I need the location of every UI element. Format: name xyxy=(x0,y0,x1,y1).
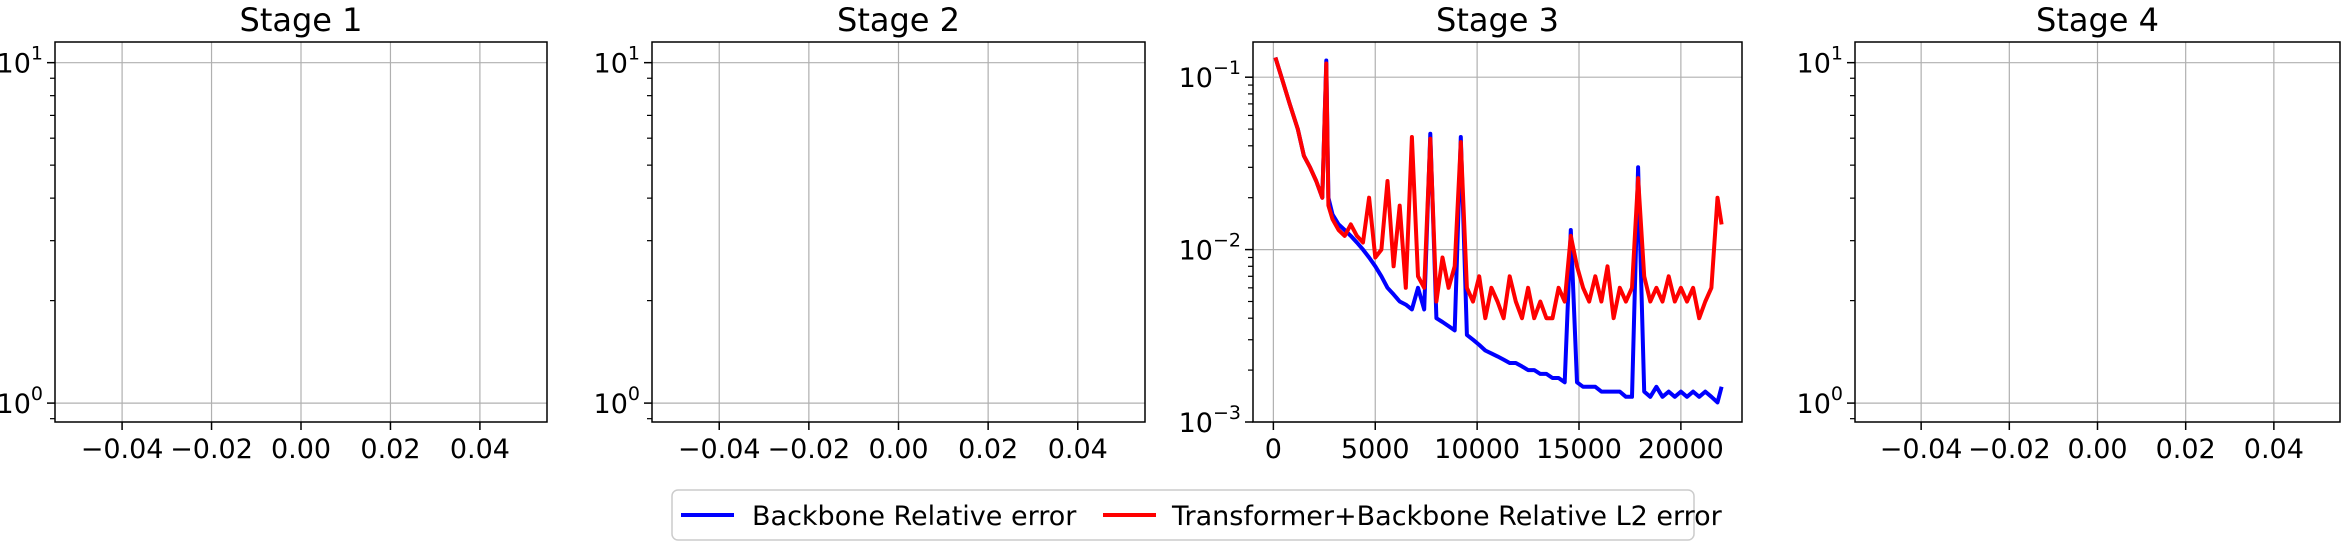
y-tick-label: 101 xyxy=(1797,43,1843,80)
legend-label-backbone: Backbone Relative error xyxy=(752,501,1077,532)
x-tick-label: 10000 xyxy=(1434,434,1520,465)
legend-frame xyxy=(671,489,1695,541)
y-tick-label: 101 xyxy=(594,43,640,80)
legend-label-transformer: Transformer+Backbone Relative L2 error xyxy=(1171,501,1723,532)
chart-title: Stage 1 xyxy=(240,1,363,39)
x-tick-label: 20000 xyxy=(1638,434,1724,465)
chart-title: Stage 2 xyxy=(837,1,960,39)
y-tick-label: 100 xyxy=(1797,383,1843,420)
series-line-transformer-backbone-relative-l2-error xyxy=(1273,56,1724,321)
x-tick-label: 0.04 xyxy=(1048,434,1108,465)
x-tick-label: 0.02 xyxy=(2156,434,2216,465)
y-tick-label: 10−3 xyxy=(1179,402,1241,439)
x-tick-label: 0.04 xyxy=(450,434,510,465)
x-tick-label: −0.02 xyxy=(1968,434,2051,465)
x-tick-label: 0.00 xyxy=(2067,434,2127,465)
x-tick-label: −0.04 xyxy=(1880,434,1963,465)
x-tick-label: 0.02 xyxy=(958,434,1018,465)
x-tick-label: 0.02 xyxy=(360,434,420,465)
panel-stage-4: −0.04 −0.02 0.00 0.02 0.04 100 101 Stage 4 xyxy=(1797,1,2341,465)
y-tick-label: 100 xyxy=(594,383,640,420)
x-tick-label: 15000 xyxy=(1536,434,1622,465)
x-tick-label: −0.02 xyxy=(767,434,850,465)
x-tick-label: 0.04 xyxy=(2244,434,2304,465)
panel-stage-2: −0.04 −0.02 0.00 0.02 0.04 100 101 Stage 2 xyxy=(594,1,1146,465)
legend: Backbone Relative error Transformer+Back… xyxy=(671,489,1723,541)
x-tick-label: 0.00 xyxy=(271,434,331,465)
panel-stage-1: −0.04 −0.02 0.00 0.02 0.04 100 101 Stage 1 xyxy=(0,1,548,465)
x-tick-label: −0.04 xyxy=(81,434,164,465)
x-tick-label: 0 xyxy=(1265,434,1282,465)
x-tick-label: 5000 xyxy=(1341,434,1410,465)
axes-frame xyxy=(1252,41,1743,423)
chart-title: Stage 4 xyxy=(2036,1,2159,39)
y-tick-label: 101 xyxy=(0,43,43,80)
y-tick-label: 100 xyxy=(0,383,43,420)
x-tick-label: 0.00 xyxy=(868,434,928,465)
series-line-backbone-relative-error xyxy=(1273,56,1724,405)
y-tick-label: 10−1 xyxy=(1179,57,1241,94)
x-tick-label: −0.02 xyxy=(170,434,253,465)
panel-stage-3: 0 5000 10000 15000 20000 10−3 10−2 10−1 Stage 3 xyxy=(1179,1,1743,465)
chart-title: Stage 3 xyxy=(1436,1,1559,39)
y-tick-label: 10−2 xyxy=(1179,230,1241,267)
x-tick-label: −0.04 xyxy=(678,434,761,465)
